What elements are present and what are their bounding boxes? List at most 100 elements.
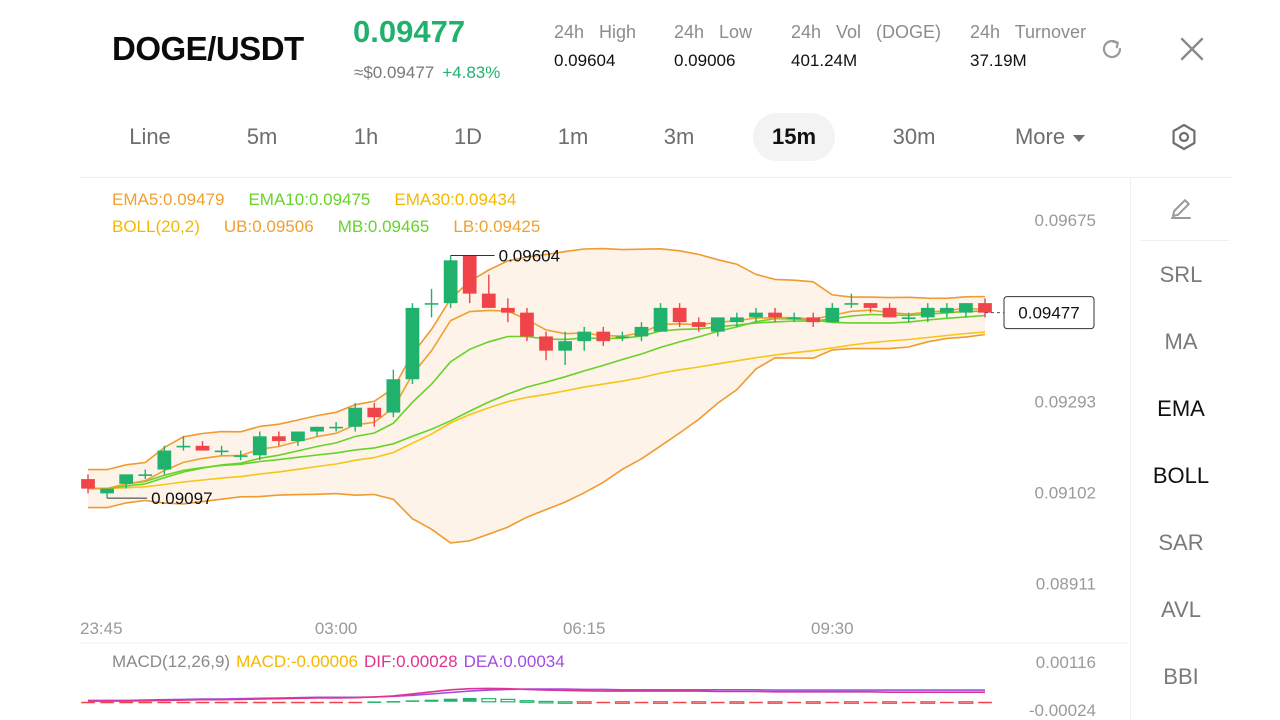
stat-value: 0.09006 [674, 51, 736, 70]
macd-histogram-bar [329, 701, 343, 704]
tab-30m[interactable]: 30m [874, 113, 954, 161]
candle-body [978, 303, 992, 313]
macd-histogram-bar [195, 701, 210, 704]
price-axis-label: 0.09102 [1035, 483, 1096, 502]
time-axis-label: 06:15 [563, 619, 606, 638]
macd-histogram-bar [863, 701, 878, 704]
macd-histogram-bar [138, 701, 153, 704]
stat-label: 24h Vol (DOGE) [791, 22, 942, 42]
price-axis-label: 0.09293 [1035, 393, 1096, 412]
stat-turnover: 24h Turnover 37.19M [970, 22, 1086, 71]
candle-body [672, 307, 687, 323]
time-axis-label: 03:00 [315, 619, 358, 638]
boll-mb: MB:0.09465 [337, 217, 430, 236]
indicator-boll[interactable]: BOLL [1152, 463, 1210, 488]
hexagon-settings-icon[interactable] [1168, 121, 1200, 153]
pair-symbol: DOGE/USDT [112, 30, 304, 67]
macd-axis-label: 0.00116 [1036, 653, 1096, 672]
dif-value: DIF:0.00028 [364, 652, 458, 671]
kline-chart[interactable]: 0.09604 0.09097 0.09477 0.09675 0.09293 0.091… [0, 178, 1128, 720]
dif-line [88, 687, 985, 702]
indicator-bbi[interactable]: BBI [1163, 664, 1199, 689]
price-subline: ≈$0.09477 +4.83% [354, 63, 500, 83]
stat-volume: 24h Vol (DOGE) 401.24M [791, 22, 941, 71]
macd-histogram-bar [939, 701, 954, 704]
candle-body [596, 331, 611, 342]
tab-label: 15m [771, 124, 817, 149]
dea-line [88, 688, 985, 702]
candle-body [214, 450, 229, 453]
indicator-panel: SRL MA EMA BOLL SAR AVL BBI [1130, 178, 1232, 720]
macd-params: MACD(12,26,9) [112, 652, 231, 671]
boll-legend: BOLL(20,2) UB:0.09506 MB:0.09465 LB:0.09425 [112, 217, 564, 237]
divider [80, 177, 1232, 178]
candle-body [882, 307, 897, 318]
candle-body [252, 436, 267, 456]
candle-body [291, 431, 305, 442]
time-axis-label: 09:30 [811, 619, 854, 638]
candle-body [920, 307, 935, 318]
tab-3m[interactable]: 3m [644, 113, 714, 161]
candle-body [443, 260, 458, 304]
tab-1d[interactable]: 1D [434, 113, 502, 161]
stat-label: 24h Turnover [970, 22, 1087, 42]
macd-histogram-bar [653, 701, 669, 704]
tab-5m[interactable]: 5m [226, 113, 298, 161]
macd-histogram-bar [614, 701, 630, 704]
macd-histogram-bar [271, 701, 286, 704]
current-price-tag [1003, 296, 1095, 330]
ema10-value: EMA10:0.09475 [248, 190, 371, 209]
caret-down-icon [1073, 134, 1086, 142]
high-marker-label: 0.09604 [499, 247, 560, 266]
pencil-icon[interactable] [1165, 192, 1197, 224]
macd-histogram-bar [462, 698, 477, 702]
macd-histogram-bar [596, 701, 611, 704]
macd-histogram-bar [348, 701, 363, 704]
ema-legend: EMA5:0.09479 EMA10:0.09475 EMA30:0.09434 [112, 190, 540, 210]
refresh-icon[interactable] [1097, 34, 1127, 64]
tab-1h[interactable]: 1h [332, 113, 400, 161]
boll-ub: UB:0.09506 [223, 217, 314, 236]
macd-histogram-bar [81, 701, 95, 704]
macd-histogram-bar [710, 701, 725, 704]
candle-body [348, 407, 363, 427]
candle-body [481, 293, 496, 308]
macd-histogram-bar [405, 700, 420, 702]
macd-histogram-bar [481, 698, 497, 703]
candle-body [539, 336, 553, 351]
macd-histogram-bar [634, 701, 649, 704]
candle-body [749, 312, 763, 318]
indicator-sar[interactable]: SAR [1158, 530, 1204, 555]
macd-histogram-bar [252, 701, 267, 704]
macd-histogram-bar [691, 701, 707, 704]
indicator-srl[interactable]: SRL [1159, 262, 1203, 287]
indicator-ema[interactable]: EMA [1157, 396, 1205, 421]
stat-label: 24h Low [674, 22, 753, 42]
last-price: 0.09477 [353, 14, 466, 49]
macd-histogram-bar [729, 701, 745, 704]
candle-body [710, 317, 725, 332]
chart-area[interactable]: 0.09604 0.09097 0.09477 0.09675 0.09293 0.091… [0, 178, 1128, 720]
stat-high: 24h High 0.09604 [554, 22, 636, 71]
divider [1141, 240, 1229, 241]
macd-histogram-bar [538, 700, 554, 704]
macd-histogram-bar [767, 701, 783, 704]
tab-line[interactable]: Line [108, 113, 192, 161]
tab-15m[interactable]: 15m [753, 113, 835, 161]
tab-1m[interactable]: 1m [538, 113, 608, 161]
current-price-label: 0.09477 [1018, 304, 1079, 323]
candle-body [634, 326, 649, 337]
macd-histogram-bar [749, 701, 763, 704]
candle-body [901, 317, 916, 319]
indicator-avl[interactable]: AVL [1161, 597, 1201, 622]
dea-value: DEA:0.00034 [463, 652, 565, 671]
stats-bar: 24h High 0.09604 24h Low 0.09006 24h Vol… [554, 22, 1090, 82]
tab-more[interactable]: More [1000, 113, 1100, 161]
indicator-ma[interactable]: MA [1164, 329, 1198, 354]
candle-body [119, 474, 134, 484]
stat-label: 24h High [554, 22, 637, 42]
tab-label: 3m [663, 124, 695, 149]
close-icon[interactable] [1177, 34, 1207, 64]
macd-histogram-bar [825, 701, 840, 704]
macd-histogram-bar [787, 701, 802, 704]
